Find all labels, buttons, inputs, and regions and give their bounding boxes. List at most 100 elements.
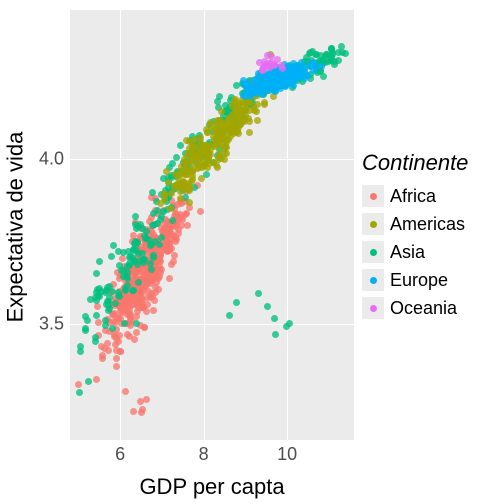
data-point [271,315,278,322]
data-point [113,347,120,354]
data-point [139,406,146,413]
data-point [112,300,119,307]
data-point [223,150,230,157]
data-point [182,159,189,166]
x-tick-label: 6 [115,444,125,465]
data-point [233,82,240,89]
data-point [109,325,116,332]
data-point [173,154,180,161]
data-point [140,259,147,266]
data-point [168,261,175,268]
legend-item: Americas [362,210,502,238]
data-point [93,376,100,383]
legend-item: Asia [362,238,502,266]
data-point [169,231,176,238]
legend-dot-icon [370,305,377,312]
data-point [94,303,101,310]
data-point [122,388,129,395]
data-point [175,230,182,237]
data-point [168,190,175,197]
data-point [181,180,188,187]
data-point [77,348,84,355]
data-point [189,176,196,183]
data-point [232,108,239,115]
legend-label: Oceania [390,298,457,319]
data-point [259,66,266,73]
data-point [143,228,150,235]
data-point [210,133,217,140]
data-point [122,285,129,292]
data-point [207,119,214,126]
data-point [116,332,123,339]
y-axis-label-text: Expectativa de vida [2,132,28,323]
data-point [93,312,100,319]
data-point [255,290,262,297]
plot-area: 3.54.06810 [70,10,354,440]
y-tick-label: 3.5 [39,314,64,335]
data-point [204,164,211,171]
data-point [261,99,268,106]
data-point [172,238,179,245]
data-point [167,205,174,212]
data-point [85,378,92,385]
data-point [82,327,89,334]
data-point [133,329,140,336]
data-point [194,165,201,172]
data-point [113,355,120,362]
data-point [298,59,305,66]
data-point [268,59,275,66]
data-point [255,73,262,80]
data-point [99,355,106,362]
data-point [178,222,185,229]
legend-dot-icon [370,249,377,256]
data-point [76,389,83,396]
data-point [121,320,128,327]
data-point [249,89,256,96]
data-point [150,307,157,314]
data-point [124,331,131,338]
data-point [278,76,285,83]
data-point [131,270,138,277]
x-tick-label: 10 [277,444,297,465]
data-point [158,234,165,241]
data-point [184,171,191,178]
legend-dot-icon [370,277,377,284]
legend-swatch [362,213,384,235]
data-point [286,320,293,327]
data-point [126,260,133,267]
data-point [233,299,240,306]
data-point [184,222,191,229]
x-tick-label: 8 [199,444,209,465]
data-point [235,130,242,137]
data-point [137,398,144,405]
data-point [135,279,142,286]
legend-swatch [362,241,384,263]
data-point [130,408,137,415]
gridline-v [120,10,121,440]
gridline-v [204,10,205,440]
data-point [95,319,102,326]
data-point [169,217,176,224]
data-point [200,145,207,152]
scatter-figure: Expectativa de vida 3.54.06810 GDP per c… [0,0,504,504]
legend-label: Americas [390,214,465,235]
data-point [116,293,123,300]
data-point [251,107,258,114]
data-point [108,253,115,260]
legend-item: Africa [362,182,502,210]
data-point [120,267,127,274]
data-point [226,312,233,319]
data-point [111,331,118,338]
legend-title: Continente [362,150,502,176]
data-point [113,363,120,370]
data-point [141,324,148,331]
y-axis-label: Expectativa de vida [0,0,30,454]
x-axis-label: GDP per capta [70,474,354,502]
data-point [96,293,103,300]
data-point [150,210,157,217]
data-point [157,216,164,223]
legend-swatch [362,297,384,319]
data-point [254,117,261,124]
legend-label: Asia [390,242,425,263]
y-tick-label: 4.0 [39,148,64,169]
